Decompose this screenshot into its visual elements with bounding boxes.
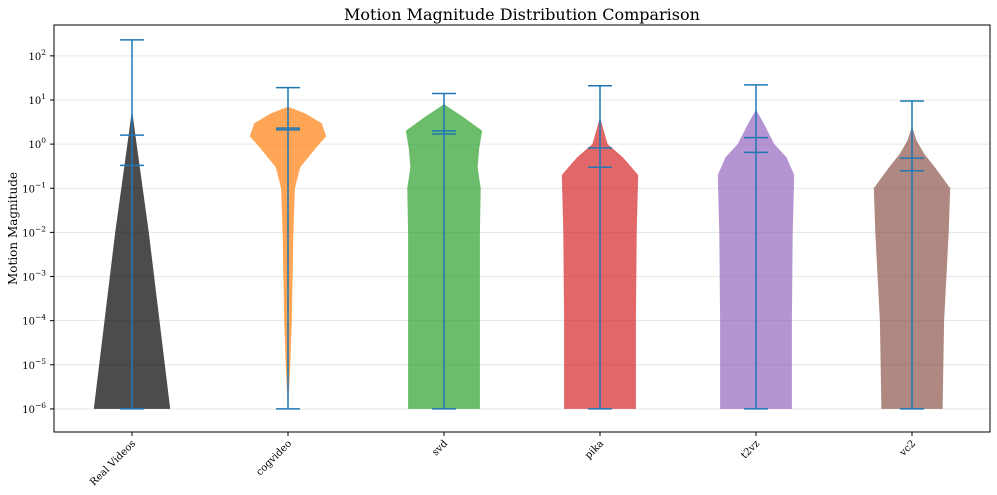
x-tick-label: Real Videos xyxy=(88,438,138,488)
y-tick-label: 10−3 xyxy=(22,269,46,284)
y-tick-label: 10−6 xyxy=(22,401,46,416)
y-axis-label: Motion Magnitude xyxy=(6,172,20,285)
stat-lines xyxy=(120,39,924,410)
y-tick-label: 10−5 xyxy=(22,357,46,372)
chart-title: Motion Magnitude Distribution Comparison xyxy=(344,5,700,24)
x-tick-label: cogvideo xyxy=(254,438,294,478)
x-tick-label: svd xyxy=(430,438,450,458)
violins xyxy=(93,104,951,409)
x-axis-ticks: Real Videos cogvideo svd pika t2vz vc2 xyxy=(88,432,918,488)
y-tick-label: 101 xyxy=(28,92,46,107)
y-axis-ticks: 10−6 10−5 10−4 10−3 10−2 10−1 100 101 102 xyxy=(22,48,54,416)
plot-frame xyxy=(53,24,991,433)
y-tick-label: 10−2 xyxy=(22,224,46,239)
x-tick-label: vc2 xyxy=(897,438,918,459)
y-tick-label: 100 xyxy=(28,136,46,151)
y-tick-label: 10−4 xyxy=(22,313,46,328)
x-tick-label: t2vz xyxy=(739,438,762,461)
y-tick-label: 10−1 xyxy=(22,180,46,195)
y-tick-label: 102 xyxy=(28,48,46,63)
x-tick-label: pika xyxy=(583,438,606,461)
grid-lines xyxy=(54,55,990,410)
